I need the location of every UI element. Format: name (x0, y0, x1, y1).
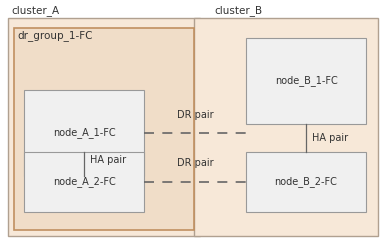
Text: node_A_1-FC: node_A_1-FC (52, 127, 115, 138)
Text: cluster_B: cluster_B (214, 5, 262, 16)
Text: node_A_2-FC: node_A_2-FC (52, 177, 115, 187)
Text: DR pair: DR pair (177, 158, 213, 168)
Text: HA pair: HA pair (90, 155, 126, 165)
Text: HA pair: HA pair (312, 133, 348, 143)
Bar (246, 152, 366, 212)
Bar (194, 18, 378, 236)
Bar (14, 28, 194, 230)
Text: dr_group_1-FC: dr_group_1-FC (17, 30, 93, 41)
Bar (246, 38, 366, 124)
Text: cluster_A: cluster_A (11, 5, 59, 16)
Text: node_B_1-FC: node_B_1-FC (274, 75, 337, 86)
Bar (24, 152, 144, 212)
Text: DR pair: DR pair (177, 110, 213, 120)
Bar (24, 90, 144, 176)
Bar (8, 18, 200, 236)
Text: node_B_2-FC: node_B_2-FC (274, 177, 337, 187)
